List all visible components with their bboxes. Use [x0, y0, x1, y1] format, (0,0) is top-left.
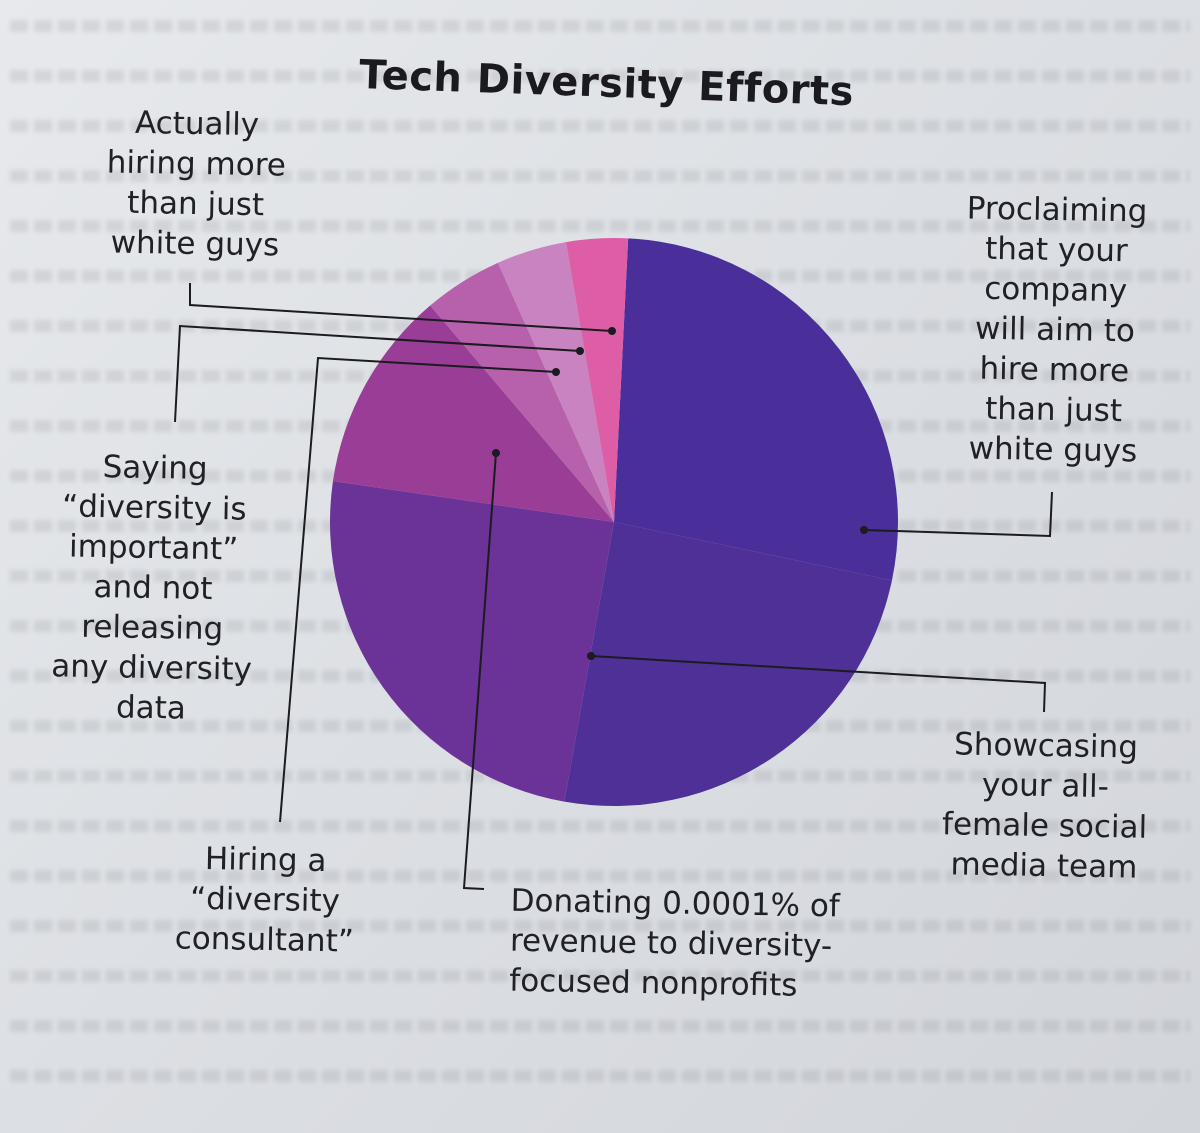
- pie-slice-3: [330, 481, 614, 802]
- leader-dot-showcasing: [587, 652, 595, 660]
- leader-line-donating: [462, 452, 497, 890]
- pie-slice-1: [614, 238, 898, 581]
- leader-line-proclaiming: [863, 491, 1053, 538]
- leader-line-actually-hiring: [189, 283, 613, 332]
- leader-dot-proclaiming: [860, 526, 868, 534]
- label-proclaiming: Proclaiming that your company will aim t…: [966, 190, 1148, 470]
- label-actually-hiring: Actually hiring more than just white guy…: [106, 104, 287, 264]
- pie-slice-7: [565, 238, 629, 523]
- label-hiring-consultant: Hiring a “diversity consultant”: [174, 840, 355, 960]
- label-saying-diversity: Saying “diversity is important” and not …: [51, 449, 253, 727]
- leader-dot-hiring-consultant: [552, 368, 560, 376]
- leader-line-showcasing: [590, 655, 1047, 713]
- label-showcasing: Showcasing your all- female social media…: [941, 726, 1148, 886]
- leader-dot-actually-hiring: [608, 327, 616, 335]
- pie-slice-6: [497, 242, 614, 523]
- leader-dot-saying-diversity: [576, 347, 584, 355]
- pie-slice-5: [430, 262, 614, 522]
- leader-dot-donating: [492, 449, 500, 457]
- label-donating: Donating 0.0001% of revenue to diversity…: [509, 882, 841, 1004]
- leader-line-hiring-consultant: [279, 356, 557, 823]
- pie-slice-4: [332, 305, 614, 522]
- leader-line-saying-diversity: [174, 324, 581, 423]
